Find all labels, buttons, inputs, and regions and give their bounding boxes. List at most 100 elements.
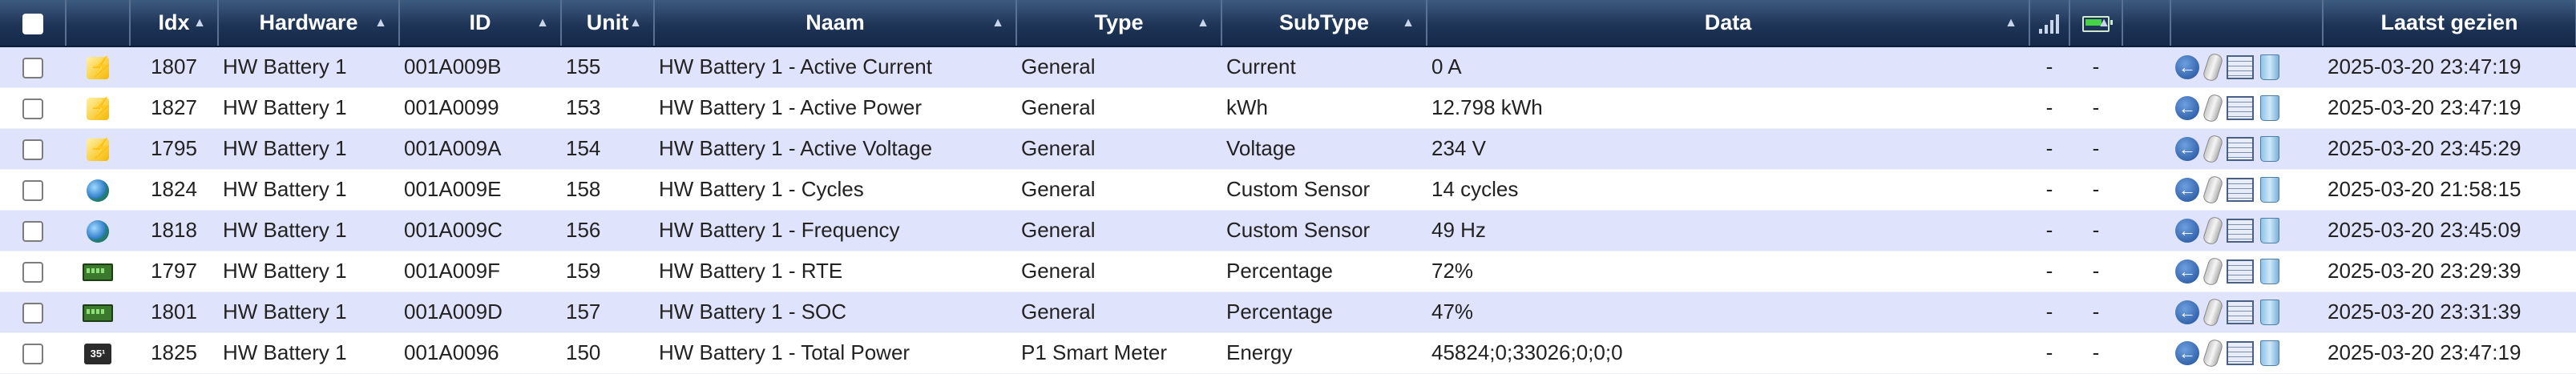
percentage-icon <box>83 304 113 323</box>
type-cell: General <box>1016 46 1221 88</box>
subtype-column-header[interactable]: SubType ▲ <box>1221 0 1427 47</box>
sort-icon: ▲ <box>1197 15 1209 30</box>
edit-icon[interactable] <box>2202 255 2224 287</box>
delete-icon[interactable] <box>2260 95 2279 121</box>
row-select-cell[interactable] <box>0 251 66 292</box>
idx-cell: 1797 <box>130 251 218 292</box>
naam-cell: HW Battery 1 - Active Power <box>654 87 1016 129</box>
table-icon[interactable] <box>2227 54 2254 79</box>
naam-cell: HW Battery 1 - Cycles <box>654 169 1016 211</box>
row-select-cell[interactable] <box>0 332 66 374</box>
row-checkbox[interactable] <box>22 180 43 202</box>
id-column-header[interactable]: ID ▲ <box>399 0 562 47</box>
id-cell: 001A009A <box>399 128 561 170</box>
laatst-gezien-cell: 2025-03-20 23:47:19 <box>2323 332 2576 374</box>
actions-cell: ← <box>2170 292 2323 333</box>
table-icon[interactable] <box>2227 95 2254 120</box>
log-icon[interactable]: ← <box>2175 218 2199 243</box>
data-column-header[interactable]: Data ▲ <box>1427 0 2030 47</box>
id-cell: 001A009E <box>399 169 561 211</box>
row-select-cell[interactable] <box>0 210 66 251</box>
select-all-checkbox[interactable] <box>22 13 43 34</box>
hardware-column-header[interactable]: Hardware ▲ <box>218 0 400 47</box>
unit-cell: 155 <box>561 46 654 88</box>
table-row[interactable]: 1801 HW Battery 1 001A009D 157 HW Battery 1 … <box>0 292 2576 333</box>
hardware-cell: HW Battery 1 <box>218 128 399 170</box>
row-select-cell[interactable] <box>0 169 66 211</box>
unit-column-header[interactable]: Unit ▲ <box>561 0 655 47</box>
battery-column-header[interactable]: ▲ <box>2069 0 2123 47</box>
row-checkbox[interactable] <box>22 58 43 79</box>
naam-column-header[interactable]: Naam ▲ <box>654 0 1017 47</box>
subtype-cell: Current <box>1221 46 1427 88</box>
globe-icon <box>87 179 109 203</box>
globe-icon <box>87 220 109 243</box>
log-icon[interactable]: ← <box>2175 300 2199 324</box>
table-icon[interactable] <box>2227 177 2254 202</box>
battery-cell: - <box>2069 128 2122 170</box>
log-icon[interactable]: ← <box>2175 54 2199 79</box>
naam-cell: HW Battery 1 - Active Voltage <box>654 128 1016 170</box>
table-icon[interactable] <box>2227 136 2254 161</box>
delete-icon[interactable] <box>2260 176 2279 203</box>
idx-column-header[interactable]: Idx ▲ <box>130 0 219 47</box>
edit-icon[interactable] <box>2202 133 2224 164</box>
sort-icon: ▲ <box>629 15 642 30</box>
table-row[interactable]: 1824 HW Battery 1 001A009E 158 HW Battery 1 … <box>0 169 2576 211</box>
laatst-gezien-cell: 2025-03-20 23:47:19 <box>2323 87 2576 129</box>
table-row[interactable]: 1797 HW Battery 1 001A009F 159 HW Battery 1 … <box>0 251 2576 292</box>
subtype-cell: Custom Sensor <box>1221 210 1427 251</box>
subtype-cell: Energy <box>1221 332 1427 374</box>
edit-icon[interactable] <box>2202 51 2224 82</box>
battery-cell: - <box>2069 332 2122 374</box>
table-icon[interactable] <box>2227 300 2254 324</box>
delete-icon[interactable] <box>2260 54 2279 80</box>
row-checkbox[interactable] <box>22 99 43 120</box>
log-icon[interactable]: ← <box>2175 136 2199 161</box>
idx-cell: 1801 <box>130 292 218 333</box>
edit-icon[interactable] <box>2202 92 2224 123</box>
id-cell: 001A0096 <box>399 332 561 374</box>
log-icon[interactable]: ← <box>2175 259 2199 284</box>
row-checkbox[interactable] <box>22 344 43 365</box>
subtype-cell: Voltage <box>1221 128 1427 170</box>
row-checkbox[interactable] <box>22 221 43 243</box>
signal-column-header[interactable] <box>2029 0 2070 47</box>
row-select-cell[interactable] <box>0 292 66 333</box>
edit-icon[interactable] <box>2202 337 2224 368</box>
unit-cell: 153 <box>561 87 654 129</box>
delete-icon[interactable] <box>2260 340 2279 366</box>
type-column-header[interactable]: Type ▲ <box>1016 0 1222 47</box>
select-all-header[interactable] <box>0 0 67 47</box>
edit-icon[interactable] <box>2202 296 2224 328</box>
table-icon[interactable] <box>2227 259 2254 284</box>
row-checkbox[interactable] <box>22 262 43 284</box>
row-select-cell[interactable] <box>0 128 66 170</box>
row-checkbox[interactable] <box>22 303 43 324</box>
log-icon[interactable]: ← <box>2175 95 2199 120</box>
row-checkbox[interactable] <box>22 139 43 161</box>
type-cell: P1 Smart Meter <box>1016 332 1221 374</box>
log-icon[interactable]: ← <box>2175 340 2199 365</box>
table-icon[interactable] <box>2227 340 2254 365</box>
table-row[interactable]: 1818 HW Battery 1 001A009C 156 HW Battery 1 … <box>0 210 2576 251</box>
row-select-cell[interactable] <box>0 46 66 88</box>
percentage-icon <box>83 263 113 282</box>
energy-meter-icon <box>84 344 111 365</box>
log-icon[interactable]: ← <box>2175 177 2199 202</box>
delete-icon[interactable] <box>2260 135 2279 162</box>
delete-icon[interactable] <box>2260 258 2279 284</box>
idx-cell: 1827 <box>130 87 218 129</box>
edit-icon[interactable] <box>2202 174 2224 205</box>
table-icon[interactable] <box>2227 218 2254 243</box>
delete-icon[interactable] <box>2260 217 2279 243</box>
row-select-cell[interactable] <box>0 87 66 129</box>
id-cell: 001A009B <box>399 46 561 88</box>
laatst-gezien-column-header[interactable]: Laatst gezien <box>2323 0 2576 47</box>
edit-icon[interactable] <box>2202 215 2224 246</box>
delete-icon[interactable] <box>2260 299 2279 325</box>
